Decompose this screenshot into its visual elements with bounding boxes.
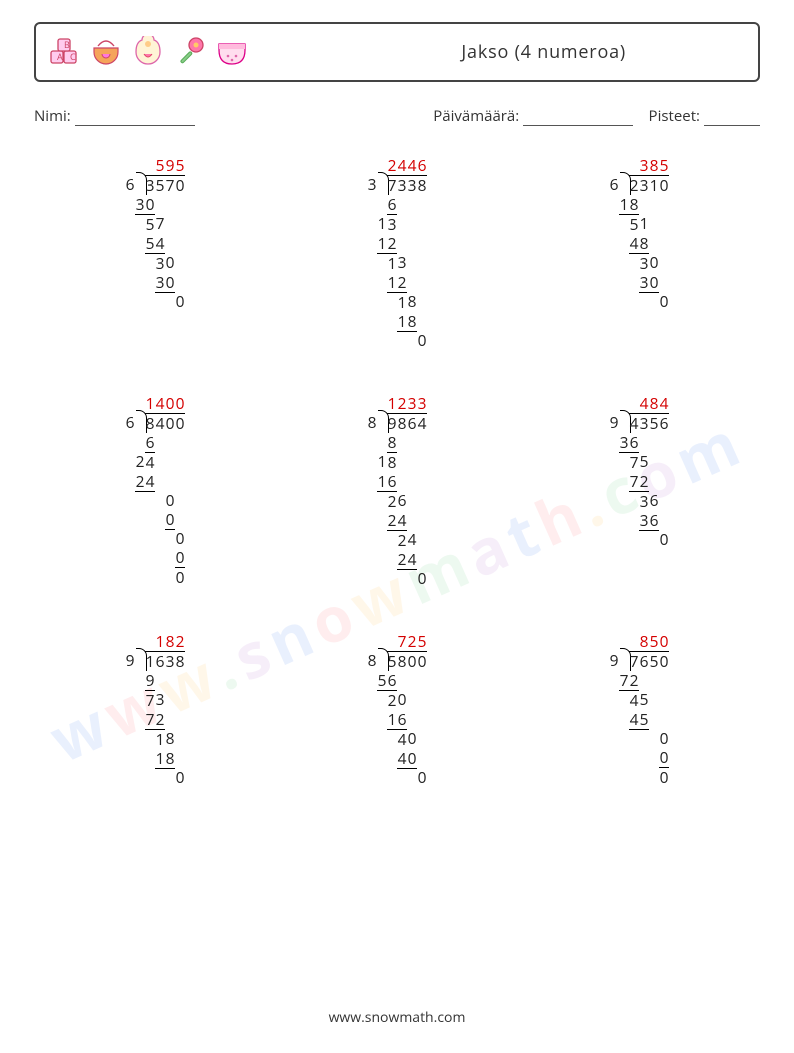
name-blank — [75, 111, 195, 126]
pot-icon — [90, 36, 122, 68]
worksheet-header: ACB Jakso (4 numeroa) — [34, 22, 760, 82]
svg-text:A: A — [57, 50, 63, 63]
name-label: Nimi: — [34, 106, 195, 126]
division-problem: 85097650724545000 — [609, 632, 669, 787]
division-problem: 182916389737218180 — [125, 632, 185, 787]
header-icon-row: ACB — [48, 36, 248, 68]
score-label: Pisteet: — [649, 106, 760, 126]
gap1 — [195, 106, 434, 126]
svg-text:C: C — [70, 50, 76, 63]
rattle-icon — [174, 36, 206, 68]
division-problem: 3856231018514830300 — [609, 156, 669, 350]
info-labels-row: Nimi: Päivämäärä: Pisteet: — [34, 106, 760, 126]
date-label: Päivämäärä: — [433, 106, 633, 126]
svg-text:B: B — [64, 38, 70, 51]
diaper-icon — [216, 36, 248, 68]
worksheet-title: Jakso (4 numeroa) — [461, 40, 626, 64]
division-problem: 7258580056201640400 — [367, 632, 427, 787]
score-blank — [704, 111, 760, 126]
bib-icon — [132, 36, 164, 68]
footer-link: www.snowmath.com — [0, 1008, 794, 1027]
division-problem: 4849435636757236360 — [609, 394, 669, 588]
blocks-icon: ACB — [48, 36, 80, 68]
division-problem: 1400684006242400000 — [125, 394, 185, 588]
problems-grid: 5956357030575430300 244637338613121312181… — [34, 156, 760, 787]
date-blank — [523, 111, 633, 126]
division-problem: 5956357030575430300 — [125, 156, 185, 350]
gap2 — [633, 106, 648, 126]
division-problem: 24463733861312131218180 — [367, 156, 427, 350]
division-problem: 12338986481816262424240 — [367, 394, 427, 588]
